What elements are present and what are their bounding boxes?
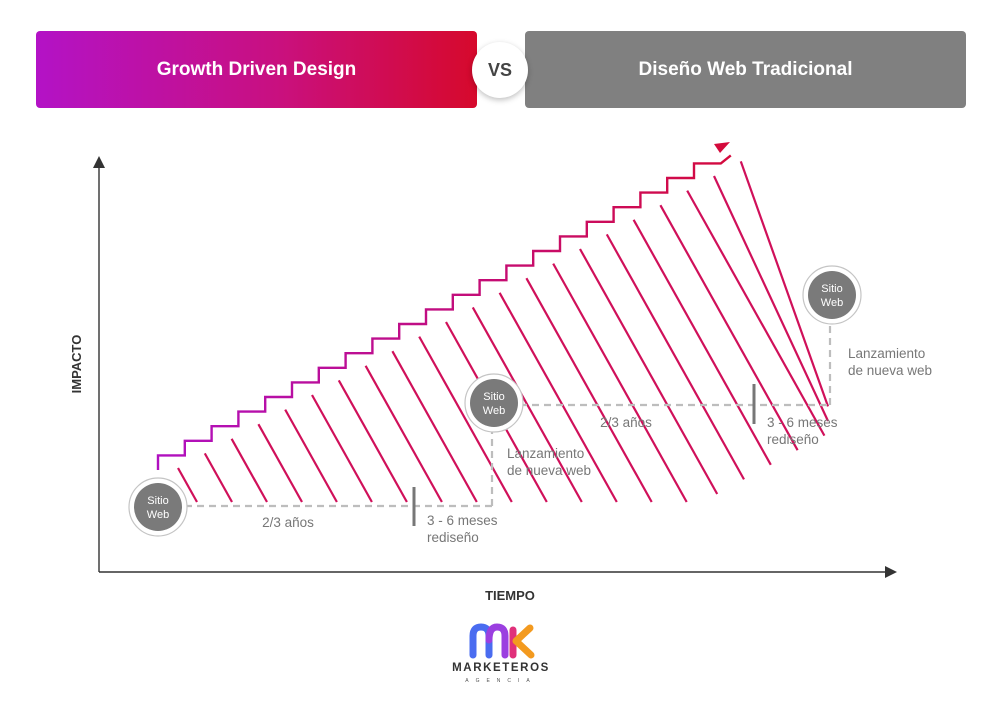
x-axis-label: TIEMPO	[485, 588, 535, 603]
decline-stripe	[257, 423, 303, 503]
website-node-1: Sitio Web	[128, 477, 188, 537]
launch-label-1-line-1: Lanzamiento	[507, 446, 584, 461]
traditional-web-design-title: Diseño Web Tradicional	[638, 58, 853, 80]
decline-stripe	[203, 452, 233, 503]
decline-stripe	[525, 277, 653, 503]
y-axis-arrow	[93, 156, 105, 168]
decline-stripe	[579, 248, 719, 495]
node-1-line-2: Web	[147, 509, 169, 521]
y-axis-label: IMPACTO	[69, 335, 84, 394]
launch-label-2-line-2: de nueva web	[848, 363, 932, 378]
decline-stripe	[418, 336, 513, 503]
node-3-line-2: Web	[821, 297, 843, 309]
period-label-2: 2/3 años	[600, 415, 652, 430]
decline-stripe	[632, 219, 772, 466]
decline-stripe	[498, 292, 618, 503]
decline-stripe	[177, 467, 198, 503]
node-2-line-2: Web	[483, 405, 505, 417]
decline-stripe	[391, 350, 478, 503]
growth-staircase-line	[156, 154, 732, 470]
decline-stripe	[739, 161, 830, 407]
traditional-path	[185, 325, 832, 508]
marketeros-logo-icon	[469, 623, 535, 659]
decline-stripe	[337, 379, 408, 503]
traditional-web-design-banner: Diseño Web Tradicional	[525, 31, 966, 108]
launch-label-1-line-2: de nueva web	[507, 463, 591, 478]
vs-badge: VS	[472, 42, 528, 98]
axes: IMPACTO TIEMPO	[69, 156, 897, 603]
vs-label: VS	[487, 59, 512, 80]
growth-driven-design-title: Growth Driven Design	[156, 58, 357, 80]
period-label-1: 2/3 años	[262, 515, 314, 530]
node-2-line-1: Sitio	[483, 391, 504, 403]
website-node-3: Sitio Web	[802, 265, 862, 325]
decline-stripe	[230, 438, 268, 503]
marketeros-logo-subtitle: AGENCIA	[465, 678, 537, 684]
traditional-decline-stripes	[177, 161, 830, 503]
redesign-label-1-line-1: 3 - 6 meses	[427, 513, 498, 528]
node-3-line-1: Sitio	[821, 283, 842, 295]
decline-stripe	[552, 263, 688, 503]
website-node-2: Sitio Web	[464, 373, 524, 433]
launch-label-2-line-1: Lanzamiento	[848, 346, 925, 361]
decline-stripe	[686, 190, 826, 437]
redesign-label-1-line-2: rediseño	[427, 530, 479, 545]
decline-stripe	[284, 409, 338, 503]
redesign-label-2-line-2: rediseño	[767, 432, 819, 447]
decline-stripe	[471, 306, 583, 503]
decline-stripe	[605, 233, 745, 480]
growth-arrow-head	[714, 142, 730, 153]
growth-driven-design-banner: Growth Driven Design	[36, 31, 477, 108]
redesign-label-2-line-1: 3 - 6 meses	[767, 415, 838, 430]
decline-stripe	[659, 204, 799, 451]
node-1-line-1: Sitio	[147, 495, 168, 507]
marketeros-logo-text: MARKETEROS	[452, 662, 550, 674]
decline-stripe	[713, 175, 829, 422]
decline-stripe	[311, 394, 373, 503]
growth-staircase	[156, 142, 732, 470]
decline-stripe	[364, 365, 443, 503]
x-axis-arrow	[885, 566, 897, 578]
